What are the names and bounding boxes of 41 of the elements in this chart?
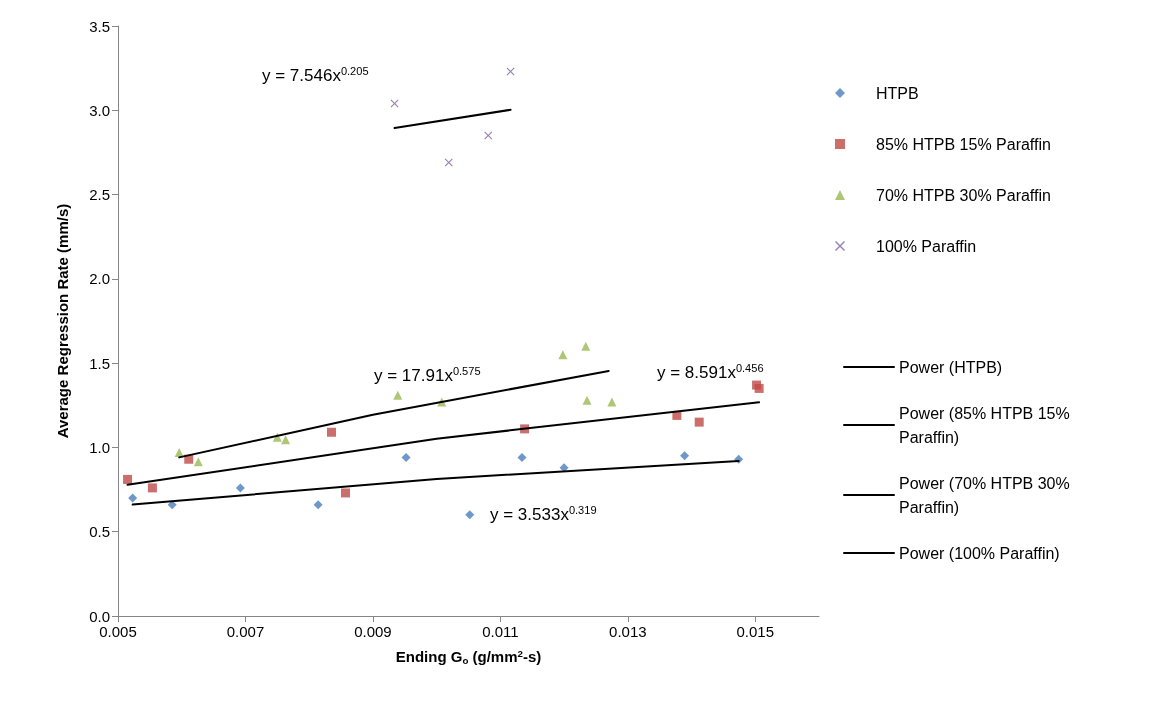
point <box>235 483 245 493</box>
x-tick-label: 0.011 <box>482 623 519 640</box>
legend-label: 85% HTPB 15% Paraffin <box>876 135 1051 153</box>
legend-label: Power (HTPB) <box>899 358 1003 376</box>
y-tick-label: 1.0 <box>89 438 110 456</box>
x-tick-label: 0.007 <box>226 623 265 640</box>
point <box>393 390 403 400</box>
y-tick-label: 1.5 <box>89 354 110 372</box>
y-tick-label: 2.0 <box>89 270 110 288</box>
point <box>582 395 592 405</box>
legend-label: 100% Paraffin <box>876 237 977 255</box>
legend-label: HTPB <box>876 84 919 102</box>
x-tick-label: 0.005 <box>99 623 137 640</box>
x-tick-label: 0.009 <box>354 623 392 640</box>
y-tick-label: 2.5 <box>89 186 110 204</box>
point <box>484 131 493 140</box>
x-tick-label: 0.013 <box>609 623 647 640</box>
legend-label: Power (100% Paraffin) <box>899 544 1060 562</box>
legend-label: 70% HTPB 30% Paraffin <box>876 186 1051 204</box>
point <box>326 427 336 437</box>
x-tick-label: 0.015 <box>736 623 775 640</box>
point <box>147 483 157 493</box>
point <box>313 500 323 510</box>
point <box>465 510 475 520</box>
y-tick-label: 0.0 <box>89 607 110 625</box>
point <box>581 341 591 351</box>
legend-label: Power (70% HTPB 30% Paraffin) <box>899 474 1075 516</box>
point <box>680 451 690 461</box>
point <box>341 488 351 498</box>
y-tick-label: 0.5 <box>89 523 110 541</box>
point <box>401 453 411 463</box>
point <box>123 474 133 484</box>
point <box>517 453 527 463</box>
point <box>444 158 453 167</box>
y-tick-label: 3.0 <box>89 101 110 119</box>
point <box>167 500 177 510</box>
y-axis-title: Average Regression Rate (mm/s) <box>54 203 71 439</box>
legend-label: Power (85% HTPB 15% Paraffin) <box>899 404 1075 446</box>
point <box>128 493 138 503</box>
y-tick-label: 3.5 <box>89 17 110 35</box>
point <box>694 417 704 427</box>
